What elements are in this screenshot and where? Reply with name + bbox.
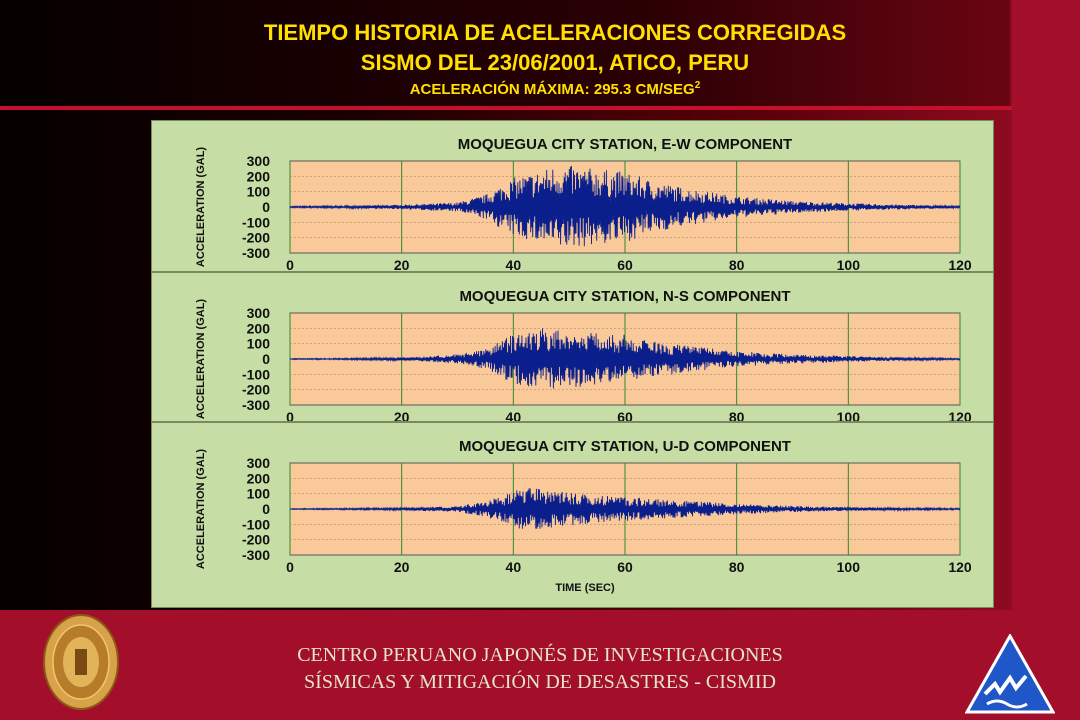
- x-tick-label: 40: [506, 257, 522, 271]
- y-tick-label: 0: [262, 199, 270, 215]
- chart-panel-ew: MOQUEGUA CITY STATION, E-W COMPONENT 0 20 4…: [151, 120, 994, 272]
- x-axis-label: TIME (SEC): [555, 582, 615, 594]
- y-tick-label: -100: [242, 366, 270, 382]
- x-tick-label: 60: [617, 559, 633, 575]
- max-acceleration-text: ACELERACIÓN MÁXIMA: 295.3 CM/SEG: [409, 81, 695, 98]
- x-tick-label: 80: [729, 409, 745, 421]
- x-tick-label: 40: [506, 409, 522, 421]
- y-tick-label: 200: [247, 470, 271, 486]
- footer-line-1: CENTRO PERUANO JAPONÉS DE INVESTIGACIONE…: [297, 644, 783, 666]
- y-axis-label: ACCELERATION (GAL): [195, 299, 207, 420]
- chart-panel-ud: MOQUEGUA CITY STATION, U-D COMPONENT 0 20 4…: [151, 422, 994, 608]
- unit-superscript: 2: [694, 80, 701, 91]
- chart-title: MOQUEGUA CITY STATION, U-D COMPONENT: [459, 438, 791, 455]
- x-tick-label: 80: [729, 559, 745, 575]
- chart-ew: MOQUEGUA CITY STATION, E-W COMPONENT 0 20 4…: [195, 136, 972, 271]
- divider: [0, 106, 1012, 110]
- x-tick-label: 0: [286, 257, 294, 271]
- title-line-2: SISMO DEL 23/06/2001, ATICO, PERU: [360, 50, 750, 75]
- x-tick-label: 20: [394, 559, 410, 575]
- footer-institution: CENTRO PERUANO JAPONÉS DE INVESTIGACIONE…: [160, 642, 920, 696]
- y-tick-label: -300: [242, 397, 270, 413]
- title-line-3: ACELERACIÓN MÁXIMA: 295.3 CM/SEG2: [100, 80, 1010, 98]
- x-tick-label: 60: [617, 257, 633, 271]
- y-tick-label: -300: [242, 245, 270, 261]
- title-block: TIEMPO HISTORIA DE ACELERACIONES CORREGI…: [100, 0, 1010, 106]
- cismid-logo-icon: [965, 634, 1055, 714]
- x-tick-label: 120: [948, 559, 972, 575]
- x-tick-label: 120: [948, 257, 972, 271]
- y-tick-label: -200: [242, 230, 270, 246]
- x-tick-label: 0: [286, 409, 294, 421]
- y-tick-label: -300: [242, 547, 270, 563]
- y-tick-label: 200: [247, 168, 271, 184]
- chart-panel-ns: MOQUEGUA CITY STATION, N-S COMPONENT 0 20 4…: [151, 272, 994, 422]
- chart-title: MOQUEGUA CITY STATION, N-S COMPONENT: [459, 288, 790, 305]
- y-tick-label: 0: [262, 501, 270, 517]
- university-seal-icon: [43, 614, 119, 710]
- chart-ud: MOQUEGUA CITY STATION, U-D COMPONENT 0 20 4…: [195, 438, 972, 594]
- x-tick-label: 0: [286, 559, 294, 575]
- x-tick-label: 40: [506, 559, 522, 575]
- y-tick-label: -200: [242, 382, 270, 398]
- x-tick-label: 60: [617, 409, 633, 421]
- y-tick-label: -100: [242, 214, 270, 230]
- x-tick-label: 20: [394, 257, 410, 271]
- x-tick-label: 100: [837, 559, 861, 575]
- y-axis-label: ACCELERATION (GAL): [195, 147, 207, 268]
- y-tick-label: 300: [247, 455, 271, 471]
- chart-title: MOQUEGUA CITY STATION, E-W COMPONENT: [458, 136, 792, 153]
- x-tick-label: 100: [837, 409, 861, 421]
- y-axis-label: ACCELERATION (GAL): [195, 449, 207, 570]
- y-tick-label: 100: [247, 184, 271, 200]
- y-tick-label: 100: [247, 336, 271, 352]
- y-tick-label: 300: [247, 305, 271, 321]
- acceleration-trace: [289, 328, 961, 389]
- y-tick-label: 200: [247, 320, 271, 336]
- y-tick-label: -200: [242, 532, 270, 548]
- y-tick-label: -100: [242, 516, 270, 532]
- acceleration-trace: [289, 488, 961, 529]
- footer-line-2: SÍSMICAS Y MITIGACIÓN DE DESASTRES - CIS…: [304, 671, 776, 693]
- chart-ns: MOQUEGUA CITY STATION, N-S COMPONENT 0 20 4…: [195, 288, 972, 421]
- x-tick-label: 80: [729, 257, 745, 271]
- x-tick-label: 120: [948, 409, 972, 421]
- y-tick-label: 0: [262, 351, 270, 367]
- title-line-1: TIEMPO HISTORIA DE ACELERACIONES CORREGI…: [263, 20, 847, 45]
- x-tick-label: 100: [837, 257, 861, 271]
- acceleration-trace: [289, 165, 961, 247]
- y-tick-label: 100: [247, 486, 271, 502]
- y-tick-label: 300: [247, 153, 271, 169]
- x-tick-label: 20: [394, 409, 410, 421]
